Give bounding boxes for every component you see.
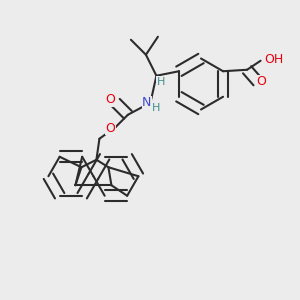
Text: H: H bbox=[157, 77, 165, 87]
Text: N: N bbox=[142, 96, 152, 109]
Text: OH: OH bbox=[264, 53, 284, 66]
Text: O: O bbox=[106, 93, 116, 106]
Text: O: O bbox=[106, 122, 116, 135]
Text: H: H bbox=[152, 103, 160, 113]
Text: O: O bbox=[256, 75, 266, 88]
